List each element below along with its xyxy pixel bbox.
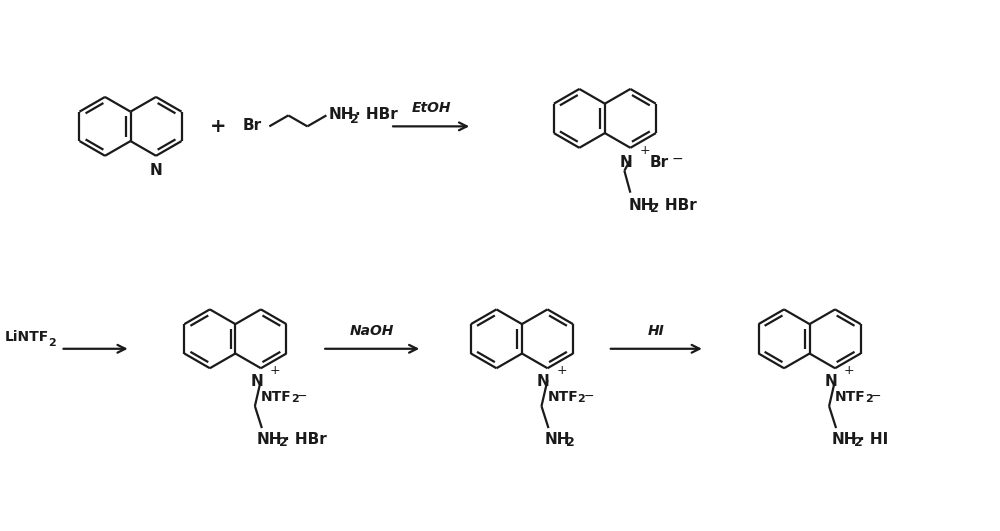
Text: −: − xyxy=(297,390,307,403)
Text: · HBr: · HBr xyxy=(654,198,697,213)
Text: NaOH: NaOH xyxy=(350,324,394,338)
Text: LiNTF: LiNTF xyxy=(5,330,49,344)
Text: −: − xyxy=(871,390,882,403)
Text: 2: 2 xyxy=(854,436,863,449)
Text: 2: 2 xyxy=(48,338,55,348)
Text: NTF: NTF xyxy=(547,390,578,404)
Text: Br: Br xyxy=(649,155,668,170)
Text: Br: Br xyxy=(242,118,261,133)
Text: +: + xyxy=(639,144,650,157)
Text: +: + xyxy=(844,364,855,376)
Text: · HBr: · HBr xyxy=(355,107,398,122)
Text: +: + xyxy=(270,364,280,376)
Text: NH: NH xyxy=(544,432,570,447)
Text: 2: 2 xyxy=(291,394,299,404)
Text: +: + xyxy=(556,364,567,376)
Text: N: N xyxy=(150,163,162,178)
Text: HI: HI xyxy=(648,324,665,338)
Text: −: − xyxy=(671,152,683,166)
Text: 2: 2 xyxy=(279,436,288,449)
Text: · HI: · HI xyxy=(859,432,888,447)
Text: 2: 2 xyxy=(650,202,659,215)
Text: NH: NH xyxy=(628,198,654,213)
Text: N: N xyxy=(537,374,550,389)
Text: −: − xyxy=(583,390,594,403)
Text: NH: NH xyxy=(328,107,354,122)
Text: NTF: NTF xyxy=(261,390,292,404)
Text: 2: 2 xyxy=(865,394,873,404)
Text: NH: NH xyxy=(832,432,858,447)
Text: N: N xyxy=(251,374,263,389)
Text: EtOH: EtOH xyxy=(411,101,451,115)
Text: 2: 2 xyxy=(577,394,585,404)
Text: 2: 2 xyxy=(566,436,575,449)
Text: +: + xyxy=(210,117,227,136)
Text: NTF: NTF xyxy=(835,390,866,404)
Text: NH: NH xyxy=(257,432,282,447)
Text: 2: 2 xyxy=(350,113,359,126)
Text: N: N xyxy=(620,155,633,170)
Text: N: N xyxy=(825,374,837,389)
Text: · HBr: · HBr xyxy=(284,432,327,447)
